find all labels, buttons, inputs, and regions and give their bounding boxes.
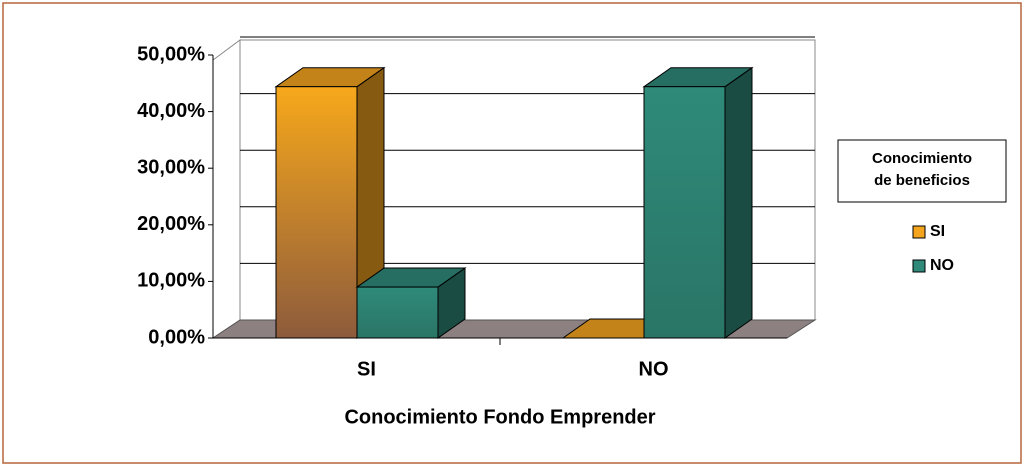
y-tick-label: 40,00% (137, 100, 205, 122)
y-tick-label: 0,00% (148, 326, 205, 348)
legend-label: NO (930, 257, 954, 274)
y-tick-label: 10,00% (137, 270, 205, 292)
legend-swatch (912, 259, 926, 273)
x-tick-label: SI (357, 358, 376, 380)
legend-swatch (912, 225, 926, 239)
side-wall (212, 39, 241, 339)
bar (642, 66, 754, 339)
x-tick-label: NO (639, 358, 669, 380)
x-axis-title: Conocimiento Fondo Emprender (344, 406, 655, 428)
y-tick-label: 30,00% (137, 156, 205, 178)
y-tick-label: 20,00% (137, 213, 205, 235)
bar (355, 267, 467, 339)
bar (274, 66, 386, 339)
y-tick-label: 50,00% (137, 43, 205, 65)
legend-label: SI (930, 223, 945, 240)
legend-title: Conocimiento de beneficios (872, 150, 972, 189)
legend-title-box (837, 139, 1007, 203)
